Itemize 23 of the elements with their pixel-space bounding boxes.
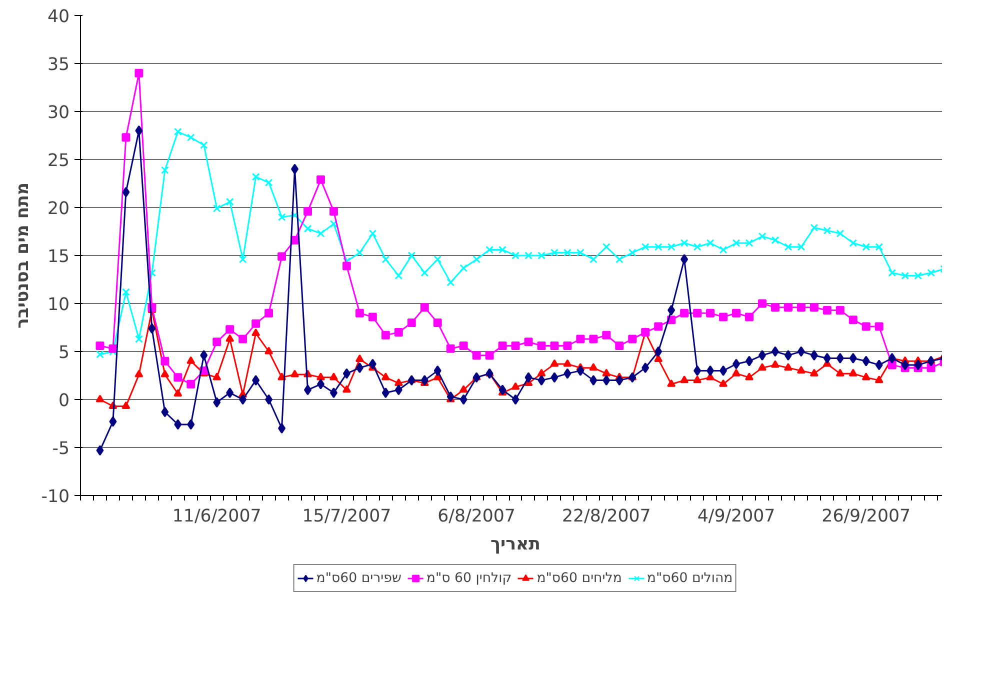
x-tick-label: 15/7/2007 [302, 506, 392, 526]
x-axis-title: תאריך [490, 534, 540, 554]
y-tick-label: 25 [47, 151, 70, 171]
x-tick-label: 4/9/2007 [697, 506, 776, 526]
legend-label: קולחין 60 ס"מ [426, 570, 512, 586]
y-tick-label: 10 [47, 295, 70, 315]
y-tick-label: 40 [47, 7, 70, 27]
y-tick-label: 35 [47, 55, 70, 75]
y-tick-label: 30 [47, 103, 70, 123]
legend-label: שפירים 60ס"מ [316, 570, 402, 586]
x-tick-label: 26/9/2007 [822, 506, 911, 526]
legend-label: מהולים 60ס"מ [646, 570, 733, 586]
legend-label: מליחים 60ס"מ [536, 570, 622, 586]
x-tick-label: 6/8/2007 [438, 506, 516, 526]
y-tick-label: -5 [52, 439, 70, 459]
x-tick-label: 11/6/2007 [172, 506, 262, 526]
x-tick-label: 22/8/2007 [562, 506, 651, 526]
y-tick-label: 15 [47, 247, 70, 267]
y-tick-label: 20 [47, 199, 70, 219]
y-tick-label: 0 [58, 391, 70, 411]
y-tick-label: 5 [58, 343, 70, 363]
y-tick-label: -10 [41, 487, 70, 507]
y-axis-title: מתח מים בסנטיבר [13, 182, 34, 329]
